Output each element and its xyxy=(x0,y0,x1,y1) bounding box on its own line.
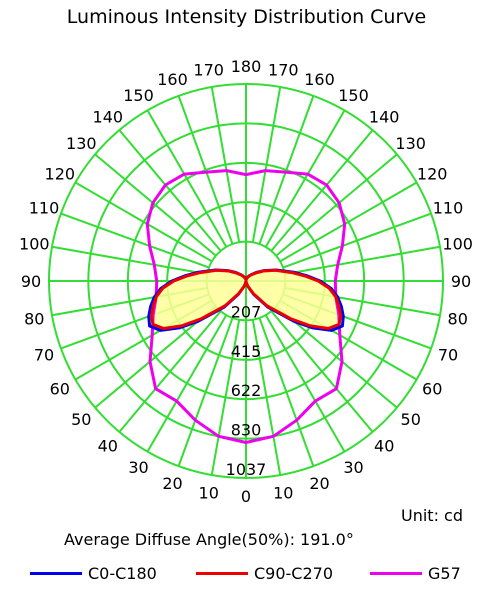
legend: C0-C180 C90-C270 G57 xyxy=(0,560,493,590)
grid-spoke xyxy=(146,109,228,248)
angle-label: 140 xyxy=(93,107,124,126)
fill-area xyxy=(148,270,344,331)
chart-title: Luminous Intensity Distribution Curve xyxy=(66,6,427,28)
grid-spoke xyxy=(270,310,374,433)
angle-label: 160 xyxy=(157,70,188,89)
radial-tick-labels: 207 415 622 830 1037 xyxy=(226,302,267,479)
grid-spoke xyxy=(264,314,346,453)
angle-label: 90 xyxy=(21,272,41,291)
angle-label: 170 xyxy=(193,60,224,79)
angle-label: 150 xyxy=(338,86,369,105)
angle-label: 90 xyxy=(451,272,471,291)
angle-label: 40 xyxy=(374,437,394,456)
grid-spoke xyxy=(118,310,222,433)
angle-label: 20 xyxy=(162,474,182,493)
series-layer xyxy=(145,169,347,444)
angle-label: 150 xyxy=(123,86,154,105)
angle-label: 10 xyxy=(273,484,293,503)
angle-label: 70 xyxy=(34,346,54,365)
grid-spoke xyxy=(74,181,213,263)
grid-spoke xyxy=(210,319,241,476)
grid-spoke xyxy=(284,245,441,276)
angle-label: 130 xyxy=(66,134,97,153)
grid-spoke xyxy=(258,95,315,245)
legend-swatch-c90-c270 xyxy=(196,572,248,575)
legend-label-c90-c270: C90-C270 xyxy=(254,564,334,583)
grid-spoke xyxy=(251,86,282,243)
series-line-g57 xyxy=(145,169,347,444)
grid-spoke xyxy=(270,129,374,252)
angle-label: 100 xyxy=(19,235,50,254)
angle-label: 80 xyxy=(24,309,44,328)
angle-label: 0 xyxy=(241,487,251,506)
series-line-c90-c270 xyxy=(149,268,343,330)
angle-label: 30 xyxy=(343,458,363,477)
grid-spoke xyxy=(118,129,222,252)
radial-tick-label: 830 xyxy=(231,421,262,440)
angle-label: 20 xyxy=(309,474,329,493)
angle-label: 50 xyxy=(401,410,421,429)
fill-polygon xyxy=(148,270,344,331)
angle-label: 130 xyxy=(395,134,426,153)
legend-label-g57: G57 xyxy=(428,564,461,583)
unit-label: Unit: cd xyxy=(401,506,463,525)
grid-spoke xyxy=(279,181,418,263)
angle-label: 160 xyxy=(304,70,335,89)
grid-spoke xyxy=(251,319,282,476)
legend-item-c90-c270: C90-C270 xyxy=(196,564,333,583)
angle-label: 110 xyxy=(433,199,464,218)
angle-label: 120 xyxy=(417,165,448,184)
radial-tick-label: 207 xyxy=(231,302,262,321)
grid-spoke xyxy=(177,95,234,245)
grid-spoke xyxy=(264,109,346,248)
angle-label: 30 xyxy=(128,458,148,477)
angle-label: 60 xyxy=(422,380,442,399)
angle-label: 60 xyxy=(50,380,70,399)
radial-tick-label: 622 xyxy=(231,381,262,400)
angle-label: 180 xyxy=(231,57,262,76)
legend-swatch-g57 xyxy=(370,572,422,575)
grid-spoke xyxy=(258,317,315,467)
average-diffuse-angle: Average Diffuse Angle(50%): 191.0° xyxy=(64,530,354,549)
angle-label: 80 xyxy=(448,309,468,328)
grid-spoke xyxy=(282,212,432,269)
angle-labels: 0 101020203030404050506060707080809090100… xyxy=(19,57,473,506)
legend-item-c0-c180: C0-C180 xyxy=(30,564,157,583)
grid-spoke xyxy=(146,314,228,453)
grid-spoke xyxy=(275,153,398,257)
angle-label: 100 xyxy=(442,235,473,254)
angle-label: 70 xyxy=(438,346,458,365)
legend-swatch-c0-c180 xyxy=(30,572,82,575)
legend-item-g57: G57 xyxy=(370,564,461,583)
angle-label: 110 xyxy=(29,199,60,218)
radial-tick-label: 415 xyxy=(231,342,262,361)
angle-label: 170 xyxy=(268,60,299,79)
grid-spoke xyxy=(210,86,241,243)
grid-spoke xyxy=(177,317,234,467)
legend-label-c0-c180: C0-C180 xyxy=(88,564,157,583)
angle-label: 120 xyxy=(45,165,76,184)
angle-label: 50 xyxy=(71,410,91,429)
angle-label: 40 xyxy=(98,437,118,456)
grid-spoke xyxy=(60,212,210,269)
radial-tick-label: 1037 xyxy=(226,460,267,479)
angle-label: 140 xyxy=(369,107,400,126)
grid-spoke xyxy=(94,153,217,257)
angle-label: 10 xyxy=(199,484,219,503)
grid-spoke xyxy=(51,245,208,276)
